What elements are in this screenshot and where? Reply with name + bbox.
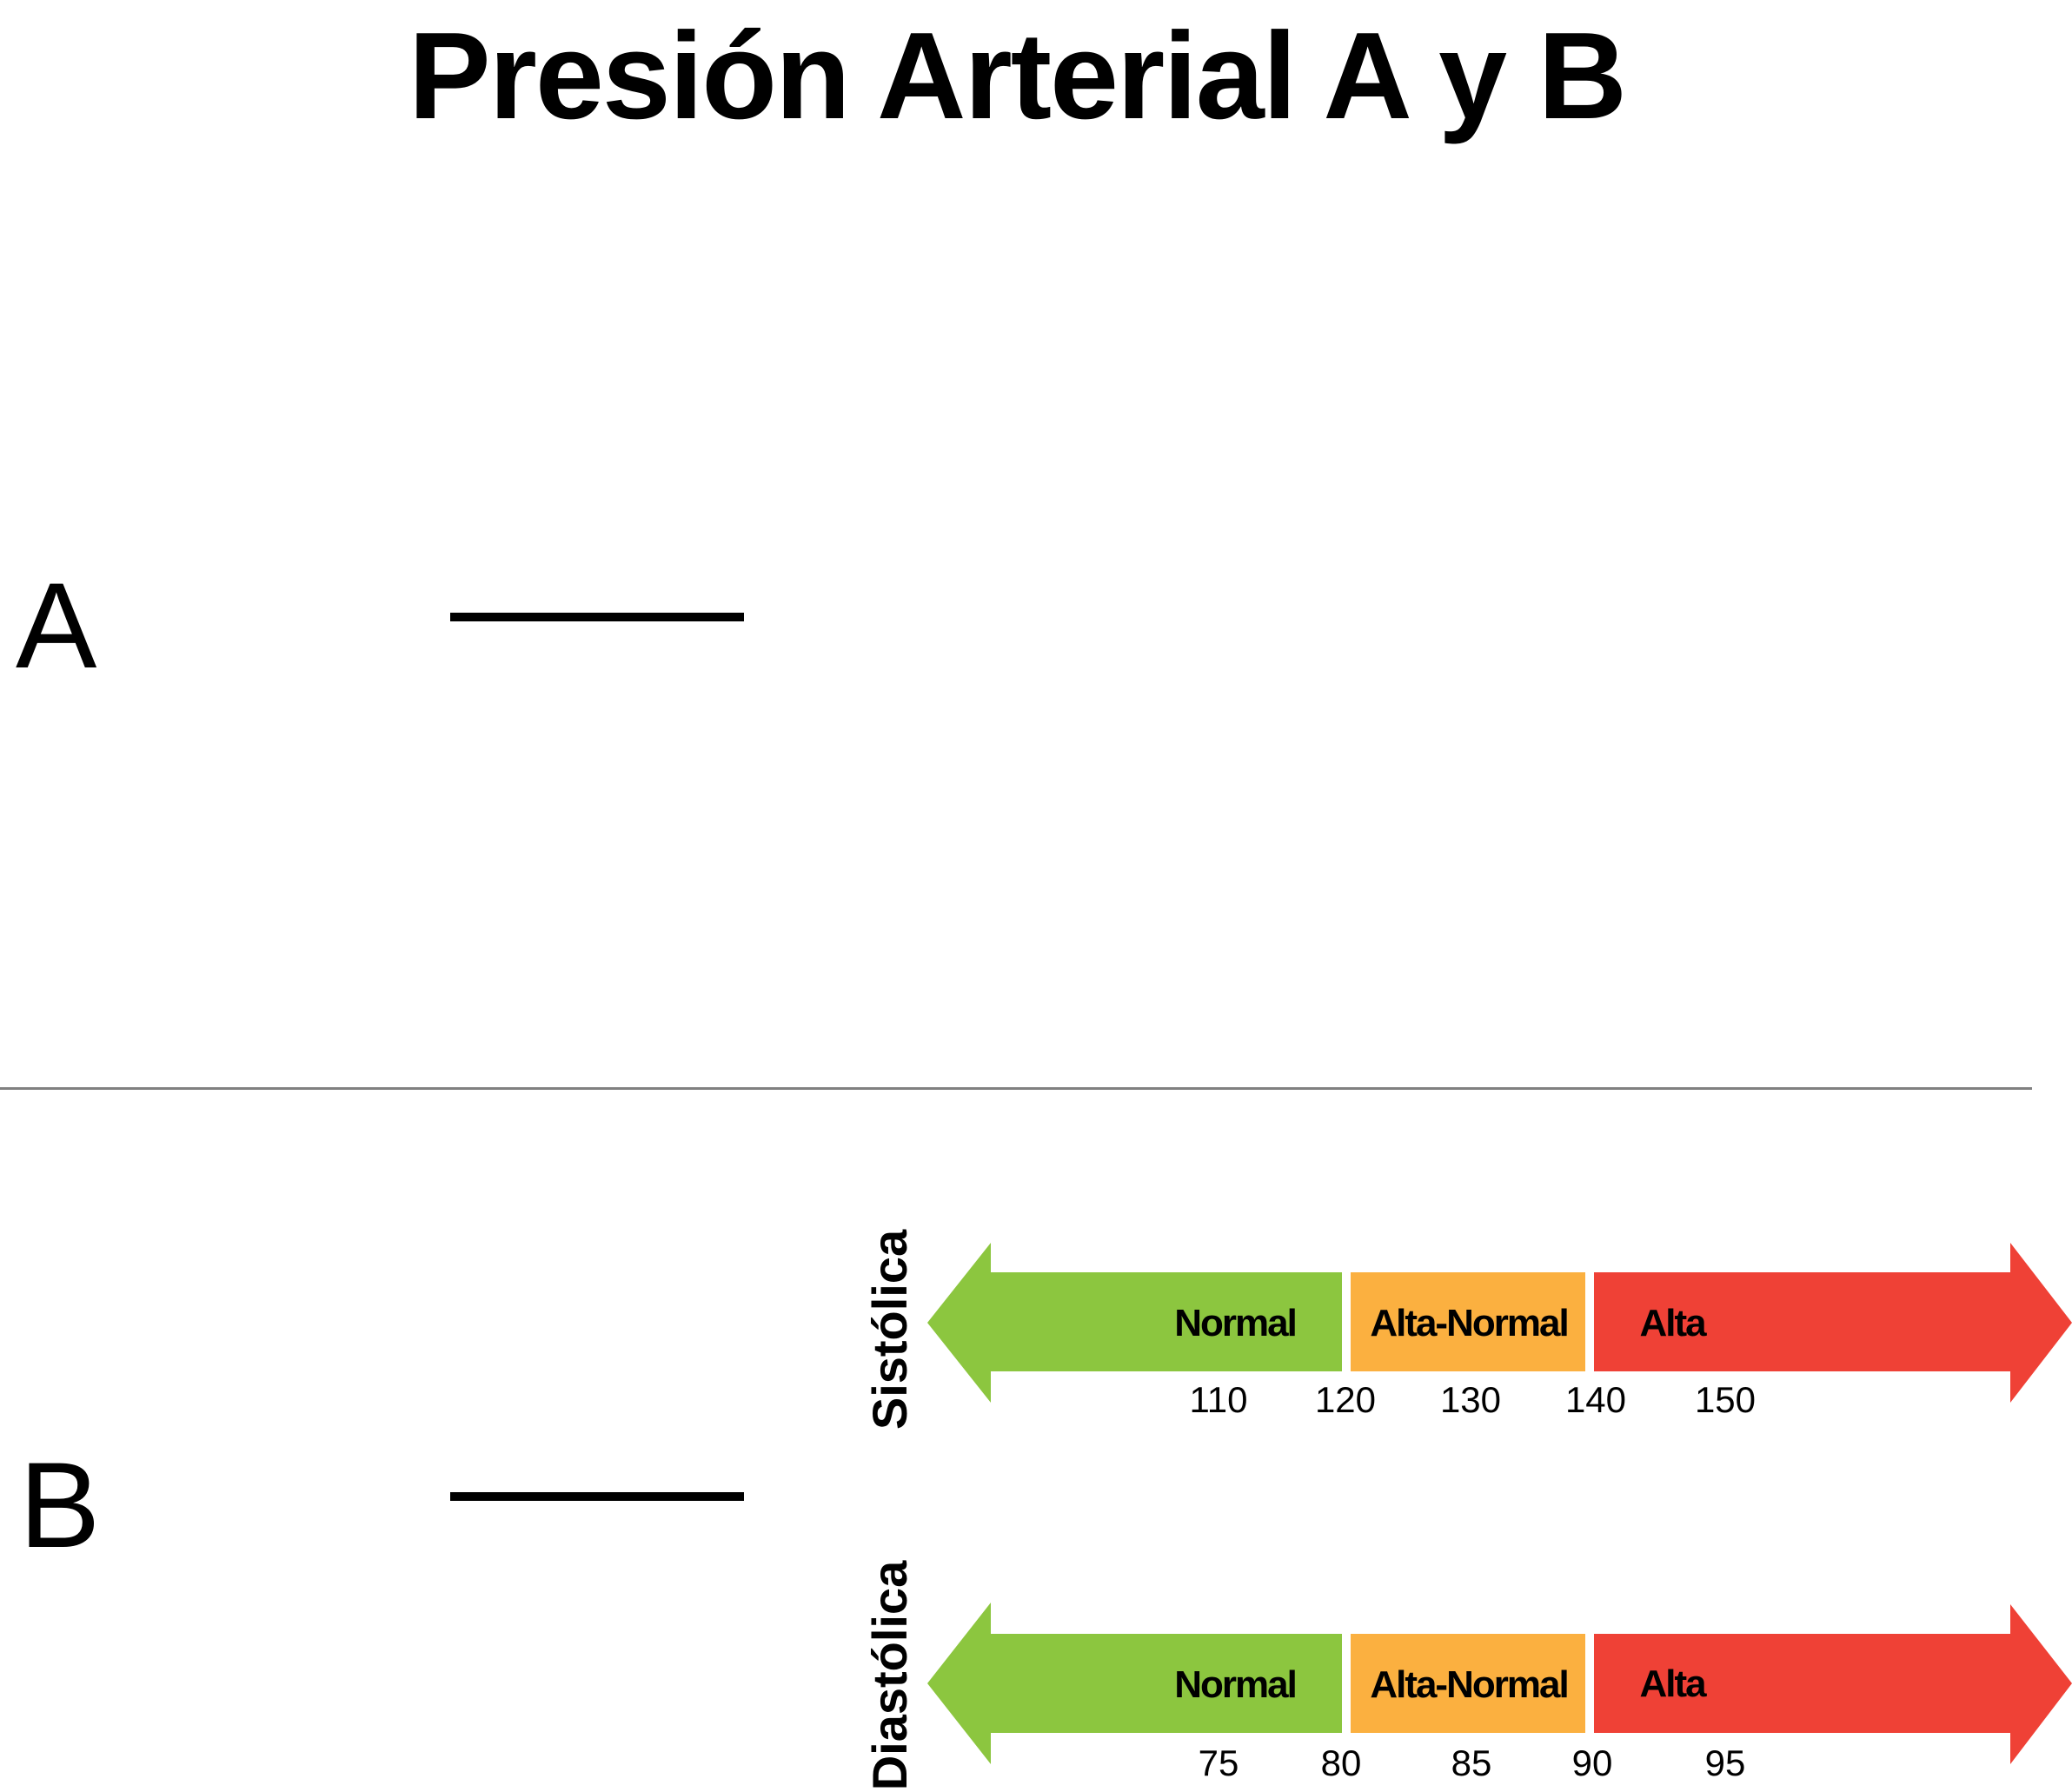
systolic-alta-label: Alta <box>1639 1302 1707 1344</box>
diastolic-alta-normal-label: Alta-Normal <box>1370 1663 1567 1706</box>
part-a-answer-line[interactable] <box>450 613 744 621</box>
diastolic-tick: 90 <box>1572 1742 1613 1783</box>
diastolic-tick: 95 <box>1705 1742 1746 1783</box>
systolic-alta-normal-segment <box>1351 1272 1585 1371</box>
diastolic-alta-arrow <box>1594 1604 2072 1764</box>
diastolic-tick: 80 <box>1321 1742 1362 1783</box>
diastolic-scale: Diastólica Normal Alta-Normal Alta 75 80… <box>862 1560 2072 1790</box>
part-a-label: A <box>16 557 97 694</box>
section-divider <box>0 1087 2032 1090</box>
diastolic-label: Diastólica <box>862 1560 917 1790</box>
systolic-normal-arrow <box>927 1243 1342 1403</box>
systolic-alta-arrow <box>1594 1243 2072 1403</box>
diastolic-alta-normal-segment <box>1351 1634 1585 1733</box>
diastolic-normal-label: Normal <box>1174 1663 1296 1706</box>
systolic-tick: 150 <box>1695 1379 1756 1420</box>
systolic-tick: 130 <box>1440 1379 1501 1420</box>
systolic-normal-label: Normal <box>1174 1302 1296 1344</box>
systolic-tick: 140 <box>1565 1379 1626 1420</box>
diastolic-tick: 85 <box>1451 1742 1492 1783</box>
diastolic-normal-arrow <box>927 1603 1342 1764</box>
page-title: Presión Arterial A y B <box>408 7 1627 145</box>
diastolic-tick: 75 <box>1199 1742 1239 1783</box>
systolic-label: Sistólica <box>862 1229 917 1430</box>
systolic-tick: 120 <box>1315 1379 1376 1420</box>
systolic-alta-normal-label: Alta-Normal <box>1370 1302 1567 1344</box>
systolic-tick: 110 <box>1190 1379 1248 1420</box>
diastolic-alta-label: Alta <box>1639 1663 1707 1705</box>
part-b-answer-line[interactable] <box>450 1492 744 1501</box>
systolic-scale: Sistólica Normal Alta-Normal Alta 110 12… <box>862 1229 2072 1430</box>
part-b-label: B <box>19 1437 101 1573</box>
